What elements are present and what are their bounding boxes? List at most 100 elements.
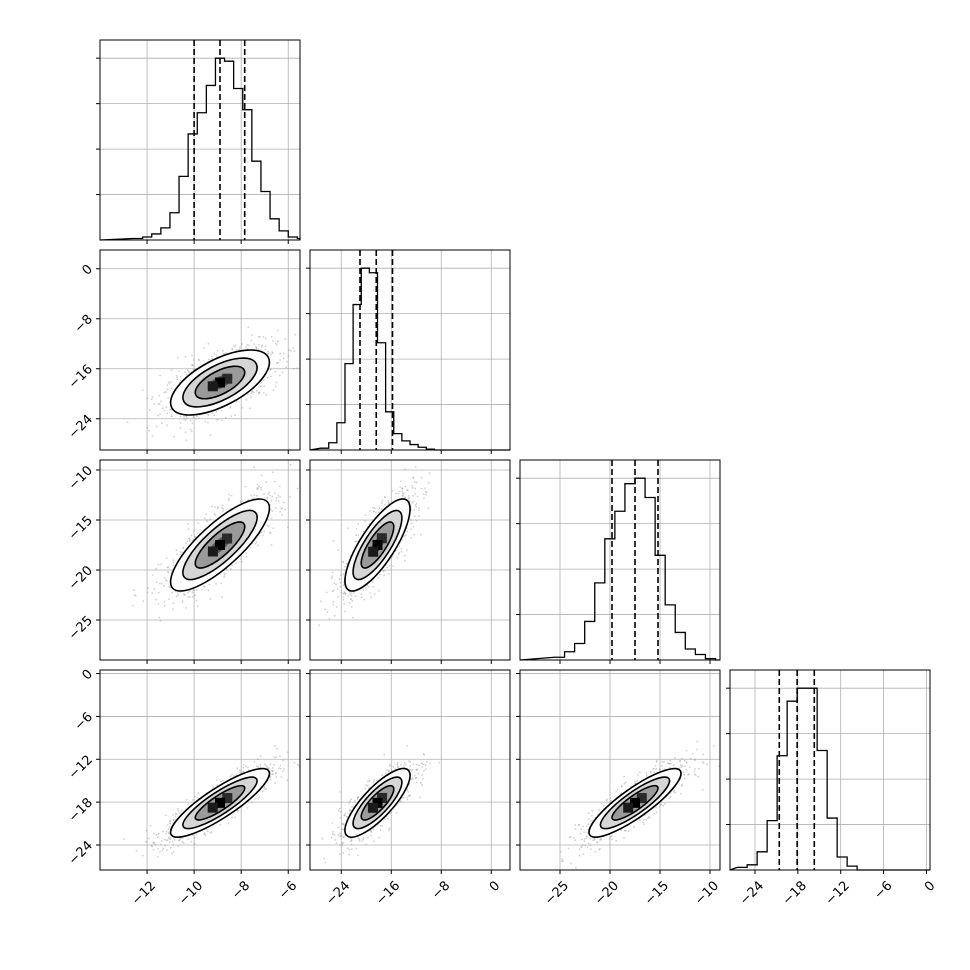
scatter-point <box>342 823 344 825</box>
density-blocks <box>367 792 388 813</box>
scatter-point <box>255 389 258 392</box>
scatter-point <box>372 510 375 513</box>
scatter-point <box>398 490 401 493</box>
scatter-point <box>180 809 183 812</box>
scatter-point <box>172 818 175 821</box>
scatter-point <box>264 345 267 348</box>
scatter-point <box>345 592 347 595</box>
scatter-point <box>417 772 420 775</box>
scatter-point <box>425 760 428 763</box>
scatter-point <box>141 854 144 857</box>
scatter-point <box>655 760 658 763</box>
scatter-point <box>273 480 276 483</box>
scatter-point <box>253 494 256 496</box>
scatter-point <box>410 770 413 772</box>
scatter-point <box>187 591 189 594</box>
scatter-point <box>279 496 281 498</box>
scatter-point <box>165 424 168 426</box>
scatter-point <box>257 544 259 547</box>
scatter-point <box>425 491 428 494</box>
scatter-point <box>380 502 383 504</box>
scatter-point <box>166 388 169 391</box>
scatter-point <box>343 814 346 817</box>
scatter-point <box>367 780 369 783</box>
scatter-point <box>339 574 342 577</box>
scatter-panel: −24−18−12−60−12 −10 −8 −6 <box>66 667 302 908</box>
scatter-point <box>348 848 351 851</box>
scatter-point <box>151 435 154 437</box>
scatter-point <box>236 809 239 812</box>
scatter-point <box>399 800 401 803</box>
x-tick-label: −12 <box>129 878 159 908</box>
contour-line <box>194 784 246 821</box>
scatter-point <box>370 830 372 832</box>
scatter-point <box>400 550 403 553</box>
grid-lines <box>310 670 510 870</box>
scatter-point <box>220 780 223 783</box>
scatter-point <box>600 838 603 841</box>
scatter-point <box>438 456 440 458</box>
scatter-point <box>397 492 400 495</box>
scatter-panel: −24−16−80 <box>66 249 301 454</box>
scatter-point <box>411 501 414 504</box>
scatter-point <box>261 790 264 793</box>
x-tick-label: 0 <box>922 878 938 894</box>
scatter-point <box>337 549 340 552</box>
scatter-point <box>357 795 360 798</box>
scatter-point <box>379 824 382 827</box>
scatter-point <box>224 416 227 419</box>
scatter-point <box>331 833 334 835</box>
scatter-point <box>258 485 260 488</box>
y-tick-label: −15 <box>66 513 96 543</box>
scatter-point <box>277 361 280 364</box>
scatter-point <box>262 392 265 394</box>
scatter-point <box>349 809 352 812</box>
density-block <box>376 533 387 544</box>
scatter-point <box>152 848 155 851</box>
scatter-point <box>354 595 357 597</box>
scatter-point <box>233 345 236 348</box>
scatter-point <box>378 573 381 576</box>
scatter-point <box>168 838 171 840</box>
scatter-point <box>270 499 273 502</box>
scatter-point <box>415 481 418 484</box>
scatter-point <box>412 525 415 528</box>
scatter-point <box>406 530 409 533</box>
scatter-point <box>181 601 184 604</box>
scatter-point <box>184 371 186 374</box>
scatter-point <box>131 604 134 607</box>
scatter-point <box>164 844 166 847</box>
scatter-point <box>287 355 290 358</box>
scatter-point <box>350 605 353 608</box>
scatter-point <box>275 771 277 774</box>
panel-content <box>131 464 299 622</box>
scatter-point <box>412 494 414 497</box>
density-block <box>207 802 218 813</box>
scatter-point <box>274 385 277 388</box>
scatter-point <box>151 396 154 398</box>
panel-content <box>560 740 720 869</box>
scatter-point <box>159 374 162 377</box>
scatter-point <box>300 756 302 758</box>
scatter-point <box>352 616 354 619</box>
scatter-point <box>289 496 291 498</box>
scatter-point <box>370 834 373 837</box>
scatter-point <box>331 571 334 574</box>
scatter-point <box>414 777 417 780</box>
scatter-point <box>238 348 241 351</box>
scatter-point <box>693 770 696 773</box>
scatter-point <box>269 763 272 765</box>
scatter-point <box>409 794 411 797</box>
scatter-point <box>339 810 342 813</box>
scatter-point <box>344 812 347 815</box>
scatter-point <box>274 507 277 509</box>
scatter-point <box>177 845 180 848</box>
scatter-point <box>279 510 281 513</box>
scatter-point <box>415 520 418 522</box>
scatter-point <box>401 494 404 497</box>
density-block <box>222 533 233 544</box>
scatter-point <box>415 505 418 508</box>
scatter-point <box>423 753 426 756</box>
scatter-point <box>179 379 182 382</box>
scatter-point <box>167 566 170 569</box>
